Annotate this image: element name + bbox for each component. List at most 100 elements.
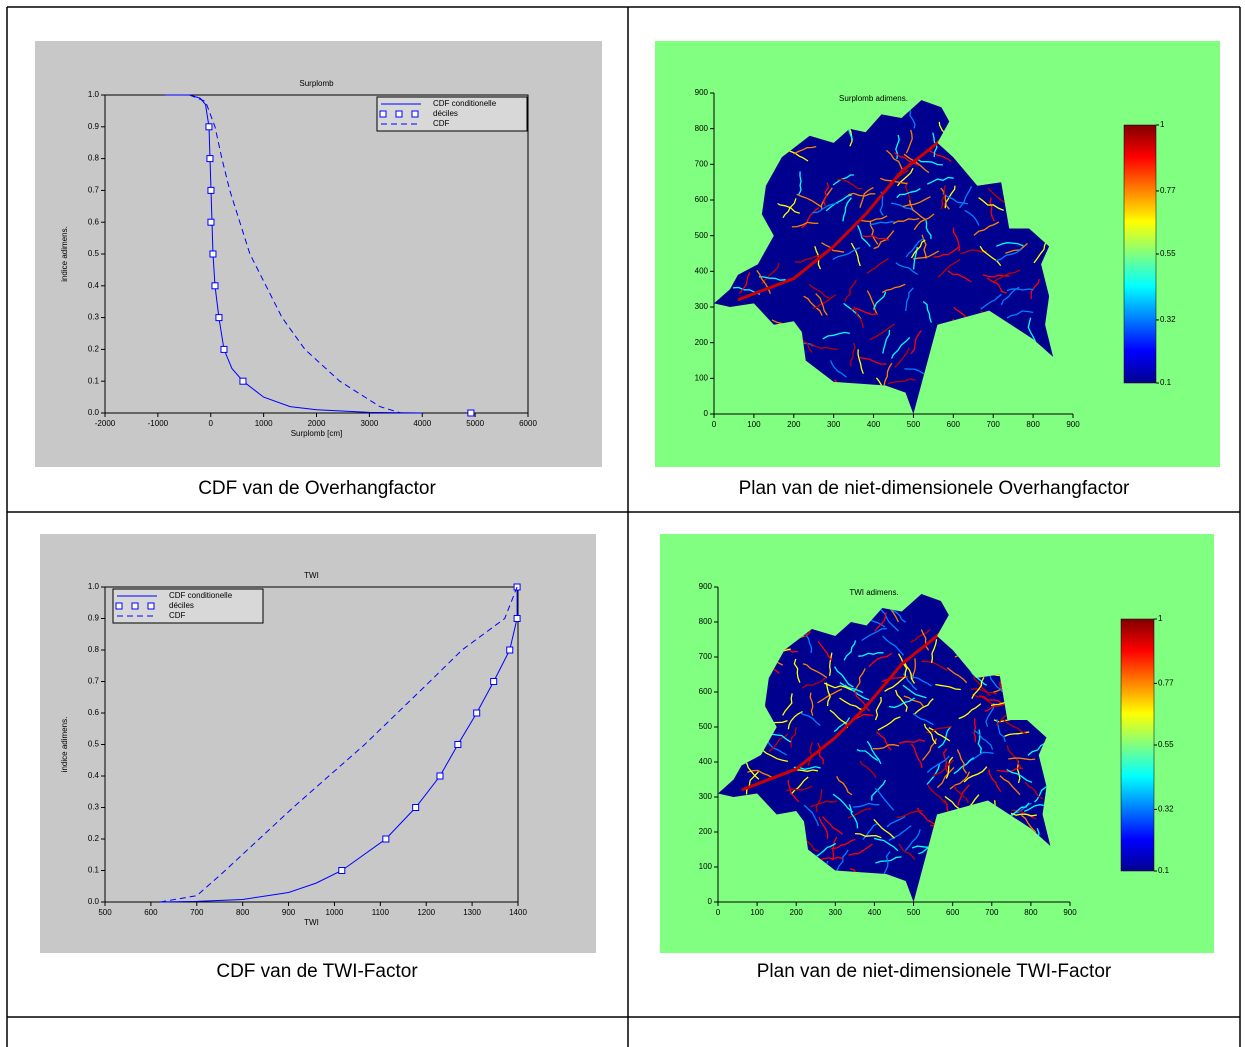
map-streak	[738, 272, 751, 294]
map-streak	[843, 640, 857, 661]
map-streak	[848, 843, 873, 856]
decile-marker	[207, 218, 215, 226]
y-tick-label: 0.9	[88, 122, 100, 131]
colorbar	[1123, 124, 1157, 384]
map-streak	[856, 749, 879, 761]
map-streak	[904, 663, 916, 684]
map-streak	[817, 742, 824, 765]
decile-marker	[490, 678, 498, 685]
y-tick-label: 700	[695, 159, 709, 168]
map-streak	[920, 629, 930, 651]
map-streak	[1008, 802, 1030, 818]
x-tick-label: 500	[98, 908, 112, 917]
map-streak	[877, 716, 901, 731]
map-streak	[1010, 812, 1037, 817]
map-streak	[942, 192, 969, 205]
decile-marker	[220, 345, 228, 353]
caption: Plan van de niet-dimensionele Overhangfa…	[739, 478, 1130, 499]
y-tick-label: 800	[699, 617, 713, 626]
x-axis-label: Surplomb [cm]	[291, 429, 343, 438]
caption: Plan van de niet-dimensionele TWI-Factor	[757, 961, 1112, 982]
chart: TWI 500 600 700 800 900 1000 1100 1200 1300 1400 0.…	[40, 534, 596, 953]
map-streak	[890, 202, 917, 213]
map-streak	[832, 836, 838, 861]
table-borders	[6, 6, 1241, 1047]
x-tick-label: -2000	[95, 419, 116, 428]
x-tick-label: 600	[946, 908, 960, 917]
x-tick-label: 200	[787, 420, 801, 429]
map-streak	[1006, 769, 1033, 783]
map-streak	[925, 219, 932, 239]
map-streak	[839, 697, 865, 711]
x-tick-label: 4000	[413, 419, 431, 428]
map-streak	[903, 153, 930, 174]
map-streak	[814, 842, 837, 858]
decile-marker	[211, 282, 219, 290]
chart: Surplomb -2000 -1000 0 1000 2000 3000 4000 5000 6…	[35, 41, 602, 467]
map-streak	[848, 804, 859, 829]
legend-marker	[379, 110, 387, 118]
map-streak	[898, 739, 926, 744]
map-streak	[910, 239, 926, 259]
map-streak	[777, 202, 800, 214]
map-streak	[825, 194, 853, 212]
y-tick-label: 0.5	[88, 740, 100, 749]
map-streak	[853, 802, 880, 808]
map-streak	[971, 676, 985, 699]
map-streak	[869, 221, 897, 226]
map-streak	[874, 612, 887, 632]
map-streak	[868, 652, 893, 668]
map-streak	[995, 248, 1023, 262]
y-tick-label: 200	[699, 827, 713, 836]
map-streak	[762, 750, 789, 763]
map-streak	[823, 182, 830, 206]
y-tick-label: 400	[695, 266, 709, 275]
y-tick-label: 500	[699, 722, 713, 731]
map-streak	[1006, 288, 1034, 292]
map-streak	[953, 785, 969, 804]
y-tick-label: 0.1	[88, 866, 100, 875]
x-tick-label: 700	[985, 908, 999, 917]
map-streak	[847, 808, 872, 819]
map-streak	[926, 755, 950, 773]
map-streak	[802, 663, 828, 679]
legend-marker	[115, 602, 123, 610]
map-streak	[790, 776, 809, 795]
colorbar-tick-label: 0.1	[1160, 378, 1172, 387]
map-streak	[904, 287, 914, 312]
map-streak	[902, 196, 931, 208]
map-streak	[874, 696, 882, 721]
map-streak	[888, 378, 916, 385]
map-streak	[801, 207, 820, 229]
y-tick-label: 600	[695, 195, 709, 204]
map-streak	[936, 767, 955, 789]
legend-marker	[147, 602, 155, 610]
map-streak	[935, 683, 961, 691]
map-streak	[834, 666, 854, 688]
legend-label: déciles	[169, 601, 194, 610]
y-tick-label: 0	[708, 897, 713, 906]
legend-label: CDF conditionelle	[433, 99, 497, 108]
map-streak	[913, 213, 935, 231]
map-streak	[905, 129, 913, 154]
y-tick-label: 900	[699, 582, 713, 591]
decile-marker	[506, 646, 514, 654]
map-streak	[1027, 317, 1037, 343]
x-tick-label: 500	[907, 420, 921, 429]
x-tick-label: 1300	[463, 908, 481, 917]
decile-marker	[338, 867, 346, 874]
x-tick-label: 900	[282, 908, 296, 917]
x-tick-label: 500	[907, 908, 921, 917]
map-streak	[881, 283, 906, 294]
x-tick-label: 6000	[519, 419, 537, 428]
x-tick-label: 5000	[466, 419, 484, 428]
map-streak	[973, 221, 1000, 236]
map-streak	[854, 832, 882, 839]
map-streak	[817, 640, 833, 661]
map-streak	[989, 197, 995, 222]
map-streak	[1008, 757, 1036, 761]
cdf-line	[164, 94, 423, 414]
map-streak	[885, 149, 904, 171]
map-streak	[978, 695, 1003, 705]
map-streak	[999, 775, 1021, 796]
